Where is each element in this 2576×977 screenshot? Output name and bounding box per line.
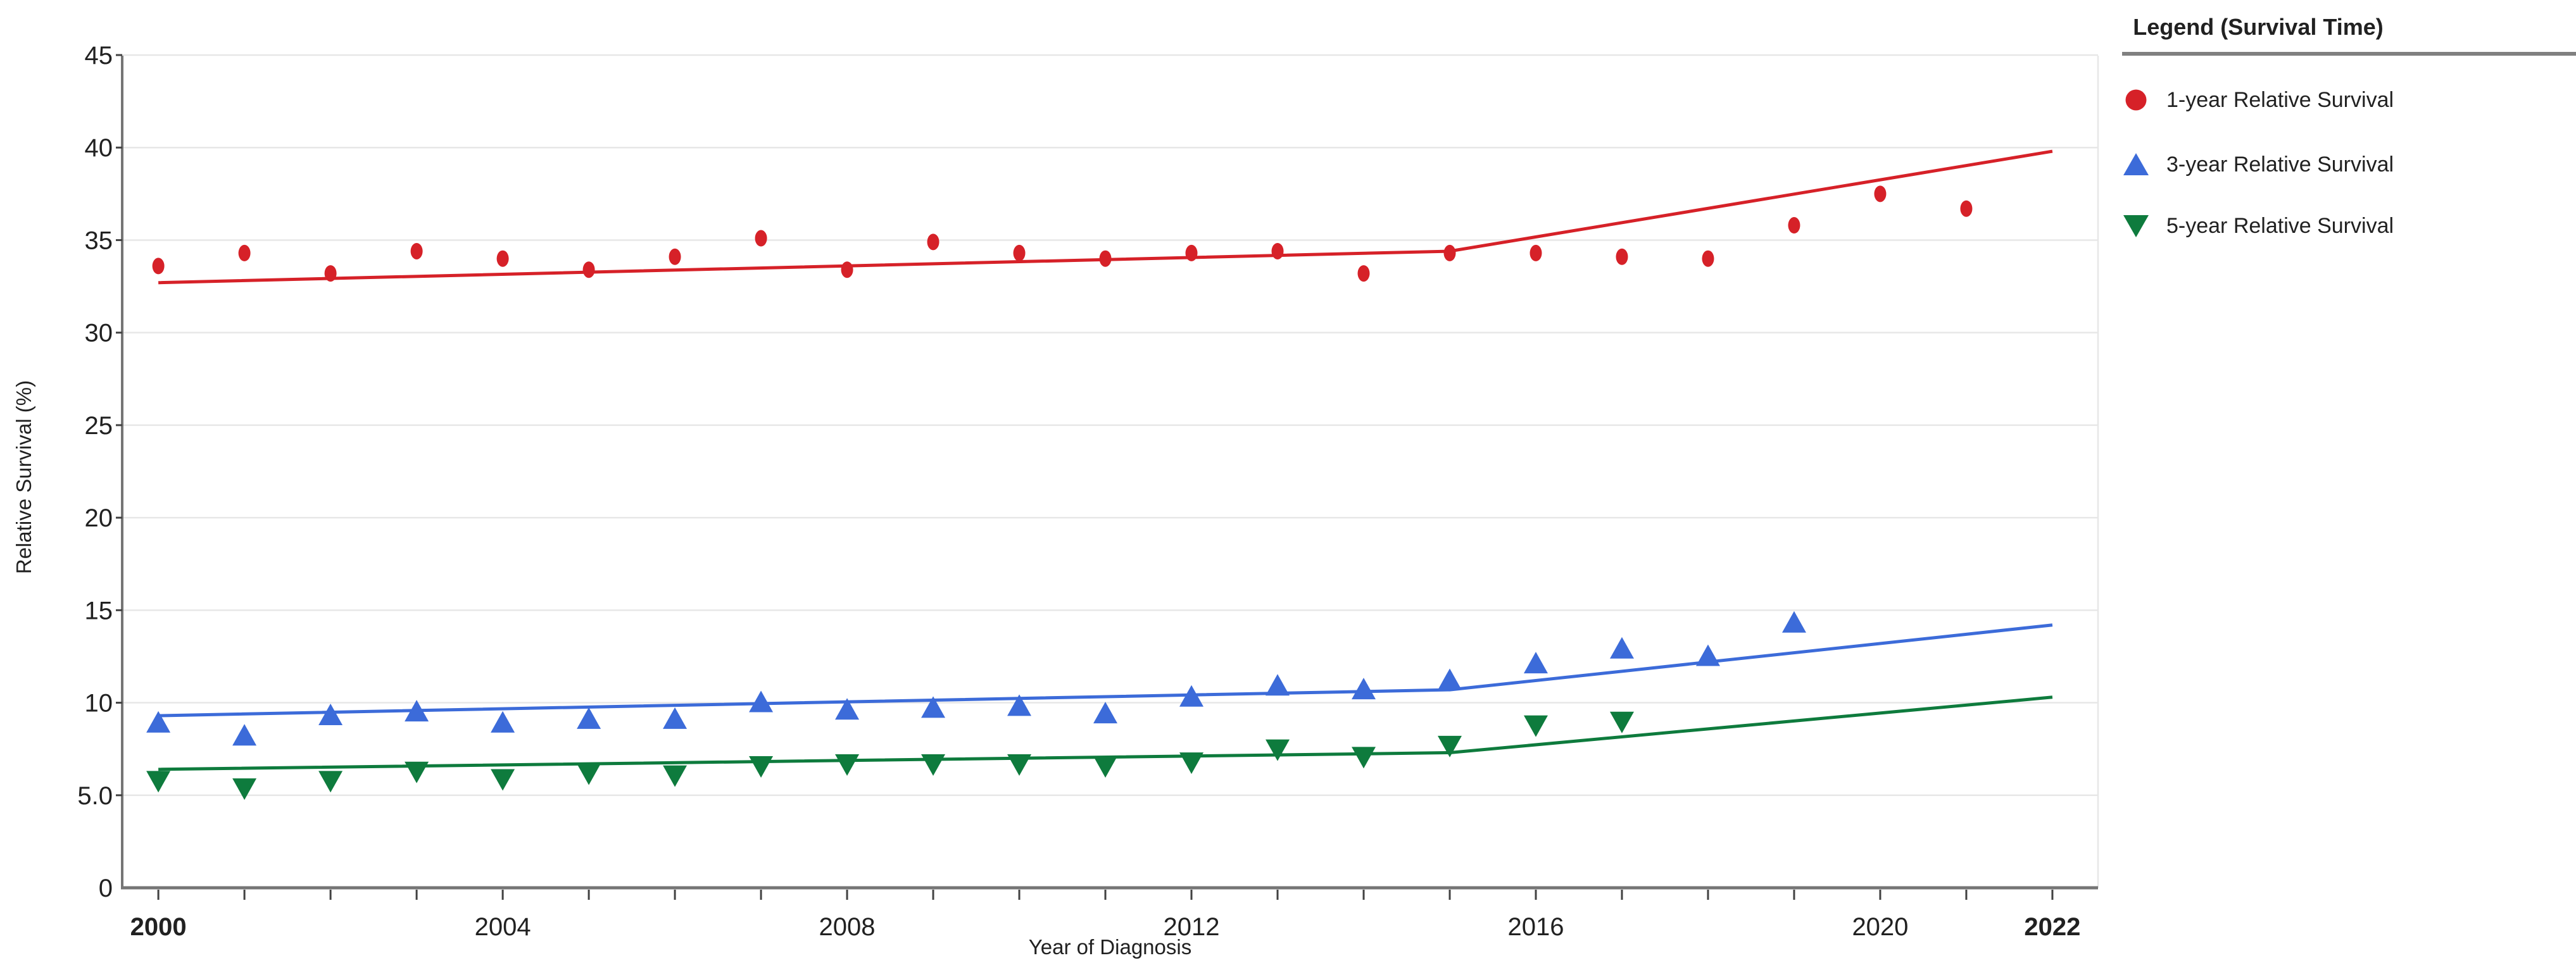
y-tick-label: 35 [85, 227, 113, 254]
y-tick-label: 5.0 [77, 782, 113, 810]
x-tick-label: 2008 [819, 913, 876, 941]
data-point-marker[interactable] [232, 724, 257, 746]
data-point-marker[interactable] [927, 233, 939, 251]
x-tick-label: 2022 [2024, 913, 2080, 941]
data-point-marker[interactable] [1443, 244, 1456, 261]
circle-glyph [2125, 89, 2147, 111]
data-point-marker[interactable] [1099, 250, 1112, 267]
data-point-marker[interactable] [1695, 644, 1720, 666]
data-point-marker[interactable] [577, 763, 601, 785]
data-point-marker[interactable] [1960, 200, 1973, 217]
legend-item-1-year: 1-year Relative Survival [2122, 84, 2394, 116]
data-point-marker[interactable] [835, 754, 860, 776]
data-point-marker[interactable] [1616, 248, 1628, 265]
x-tick-label: 2016 [1507, 913, 1564, 941]
data-point-marker[interactable] [577, 707, 601, 729]
legend-item-label: 5-year Relative Survival [2166, 213, 2394, 238]
data-point-marker[interactable] [921, 754, 946, 776]
legend-item-5-year: 5-year Relative Survival [2122, 209, 2394, 242]
x-tick-label: 2012 [1164, 913, 1220, 941]
triangle-down-glyph [2123, 215, 2149, 237]
data-point-marker[interactable] [1523, 652, 1548, 674]
y-axis-title: Relative Survival (%) [12, 380, 35, 575]
data-point-marker[interactable] [410, 242, 423, 259]
x-axis-title: Year of Diagnosis [1028, 935, 1192, 959]
data-point-marker[interactable] [749, 756, 774, 778]
data-point-marker[interactable] [324, 265, 337, 282]
data-point-marker[interactable] [663, 707, 688, 729]
triangle-down-marker-icon [2122, 209, 2150, 242]
data-point-marker[interactable] [1185, 244, 1198, 261]
data-point-marker[interactable] [1437, 735, 1462, 757]
data-point-marker[interactable] [1781, 611, 1806, 633]
data-point-marker[interactable] [318, 704, 343, 726]
data-point-marker[interactable] [835, 698, 860, 720]
triangle-up-glyph [2123, 153, 2149, 175]
legend-marker-shape [2123, 215, 2149, 237]
data-point-marker[interactable] [841, 261, 853, 278]
legend-item-3-year: 3-year Relative Survival [2122, 148, 2394, 181]
data-point-marker[interactable] [232, 778, 257, 800]
y-tick-label: 25 [85, 412, 113, 440]
data-point-marker[interactable] [921, 696, 946, 718]
legend-marker-shape [2125, 89, 2147, 111]
y-tick-label: 10 [85, 690, 113, 718]
legend-divider [2122, 52, 2576, 56]
legend-item-label: 3-year Relative Survival [2166, 152, 2394, 177]
data-point-marker[interactable] [669, 248, 681, 265]
data-point-marker[interactable] [1093, 756, 1118, 778]
data-point-marker[interactable] [1530, 244, 1542, 261]
data-point-marker[interactable] [1702, 250, 1714, 267]
data-point-marker[interactable] [496, 250, 509, 267]
data-point-marker[interactable] [1266, 739, 1290, 761]
data-point-marker[interactable] [1179, 685, 1204, 707]
y-tick-label: 0 [99, 874, 113, 902]
data-point-marker[interactable] [1437, 668, 1462, 690]
legend: Legend (Survival Time) 1-year Relative S… [2122, 0, 2576, 266]
data-point-marker[interactable] [1179, 752, 1204, 775]
data-point-marker[interactable] [1007, 694, 1032, 716]
data-point-marker[interactable] [146, 771, 171, 793]
y-tick-label: 30 [85, 320, 113, 347]
data-point-marker[interactable] [1351, 747, 1376, 769]
data-point-marker[interactable] [1271, 242, 1284, 259]
data-point-marker[interactable] [491, 711, 515, 733]
data-point-marker[interactable] [405, 761, 429, 783]
y-tick-label: 40 [85, 134, 113, 162]
data-point-marker[interactable] [663, 765, 688, 787]
legend-marker-shape [2123, 153, 2149, 175]
data-point-marker[interactable] [491, 769, 515, 791]
data-point-marker[interactable] [152, 258, 165, 275]
data-point-marker[interactable] [146, 711, 171, 733]
y-tick-label: 45 [85, 42, 113, 70]
circle-marker-icon [2122, 84, 2150, 116]
y-tick-label: 20 [85, 504, 113, 532]
legend-item-label: 1-year Relative Survival [2166, 87, 2394, 112]
data-point-marker[interactable] [1874, 185, 1887, 202]
data-point-marker[interactable] [749, 690, 774, 713]
data-point-marker[interactable] [1013, 244, 1026, 261]
data-point-marker[interactable] [1351, 678, 1376, 700]
data-point-marker[interactable] [1523, 715, 1548, 737]
data-point-marker[interactable] [1357, 265, 1370, 282]
x-tick-label: 2020 [1852, 913, 1908, 941]
data-point-marker[interactable] [755, 230, 767, 247]
x-tick-label: 2000 [130, 913, 187, 941]
data-point-marker[interactable] [1788, 217, 1800, 234]
data-point-marker[interactable] [1609, 637, 1634, 659]
data-point-marker[interactable] [582, 261, 595, 278]
data-point-marker[interactable] [405, 700, 429, 722]
data-point-marker[interactable] [238, 244, 251, 261]
legend-title: Legend (Survival Time) [2133, 14, 2384, 40]
x-tick-label: 2004 [475, 913, 531, 941]
y-tick-label: 15 [85, 597, 113, 625]
data-point-marker[interactable] [1007, 754, 1032, 776]
data-point-marker[interactable] [318, 771, 343, 793]
data-point-marker[interactable] [1266, 674, 1290, 696]
data-point-marker[interactable] [1093, 702, 1118, 724]
triangle-up-marker-icon [2122, 148, 2150, 181]
data-point-marker[interactable] [1609, 711, 1634, 733]
